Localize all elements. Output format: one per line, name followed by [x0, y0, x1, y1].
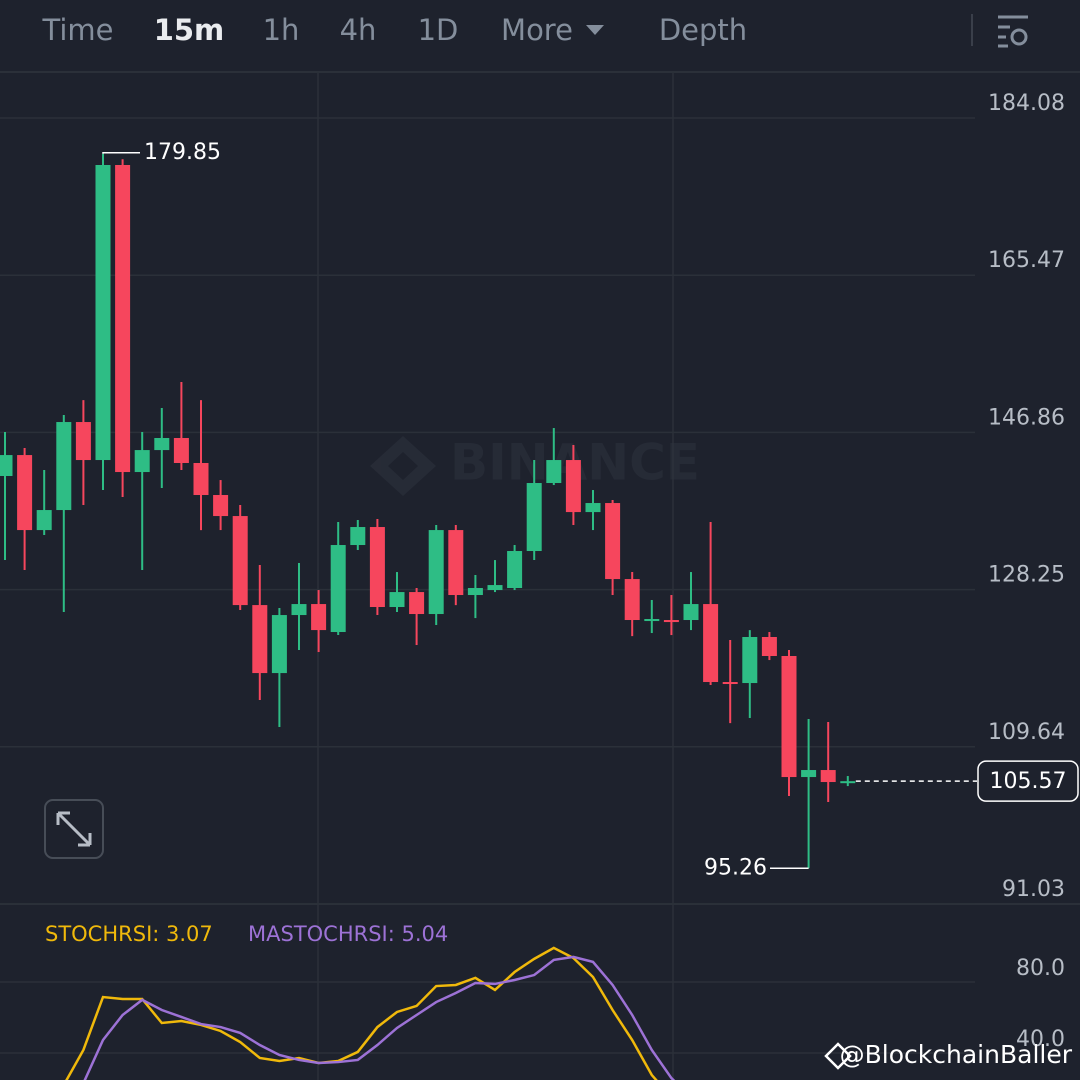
candle-body — [428, 530, 444, 615]
legend-entry: MASTOCHRSI: 5.04 — [248, 922, 448, 946]
candle-body — [761, 636, 777, 657]
candle-body — [683, 604, 699, 621]
candle-body — [350, 527, 366, 546]
indicator-panel — [0, 946, 975, 1080]
expand-button[interactable] — [44, 799, 104, 859]
candle-body — [330, 545, 346, 633]
candle-body — [663, 620, 679, 623]
candle-body — [291, 604, 307, 616]
candle-body — [193, 462, 209, 496]
candle-body — [507, 551, 523, 589]
candle-body — [722, 682, 738, 685]
candle-body — [605, 503, 621, 580]
more-caret[interactable] — [586, 25, 604, 35]
y-tick-label: 91.03 — [1002, 877, 1065, 902]
y-tick-label: 184.08 — [988, 91, 1065, 116]
max-label: 179.85 — [144, 140, 221, 165]
candle-body — [781, 656, 797, 778]
credit: @BlockchainBaller — [824, 1040, 1073, 1070]
candle-body — [56, 422, 72, 511]
candle-body — [389, 592, 405, 608]
candle-body — [840, 781, 856, 784]
candle-body — [565, 460, 581, 513]
y-tick-label: 40.0 — [1016, 1027, 1065, 1052]
candle-body — [448, 530, 464, 596]
candle-body — [703, 604, 719, 683]
candle-body — [115, 164, 131, 473]
interval-tabs: Time 15m 1h 4h 1D More Depth — [42, 13, 748, 47]
y-tick-label: 165.47 — [988, 248, 1065, 273]
y-tick-label: 80.0 — [1016, 956, 1065, 981]
y-tick-label: 128.25 — [988, 563, 1065, 588]
candle-body — [271, 615, 287, 674]
candle-body — [409, 592, 425, 615]
y-tick-label: 146.86 — [988, 405, 1065, 430]
candle-body — [369, 527, 385, 608]
credit-text: @BlockchainBaller — [840, 1040, 1073, 1069]
candle-body — [742, 636, 758, 684]
last-price-label: 105.57 — [990, 769, 1067, 794]
candle-body — [95, 164, 111, 461]
candle-body — [173, 437, 189, 463]
candle-body — [232, 516, 248, 606]
candle-body — [252, 605, 268, 674]
candle-body — [820, 770, 836, 783]
candle-body — [154, 437, 170, 451]
candle-panel — [0, 117, 975, 904]
candle-body — [585, 503, 601, 513]
max-leader — [102, 152, 140, 154]
candle-body — [487, 585, 503, 591]
tab[interactable]: Time — [42, 13, 114, 47]
candle-body — [134, 450, 150, 473]
candle-body — [624, 579, 640, 621]
candle-body — [36, 510, 52, 531]
legend-entry: STOCHRSI: 3.07 — [45, 922, 213, 946]
candle-body — [17, 455, 33, 531]
y-tick-label: 109.64 — [988, 720, 1065, 745]
candle-body — [526, 483, 542, 552]
tab[interactable]: 15m — [154, 13, 225, 47]
tab[interactable]: More — [501, 13, 573, 47]
candle-body — [644, 619, 660, 622]
candle-body — [801, 770, 817, 778]
candle-body — [75, 422, 91, 461]
candle-body — [546, 460, 562, 484]
indicator-line — [65, 946, 658, 1080]
overlay: 184.08 165.47 146.86 128.25 109.64 91.03 179.8… — [45, 91, 1079, 1052]
last-price-box — [977, 760, 1079, 802]
min-label: 95.26 — [704, 855, 767, 880]
tab[interactable]: 4h — [340, 13, 377, 47]
candle-body — [467, 588, 483, 596]
tab[interactable]: 1h — [263, 13, 300, 47]
indicator-line — [83, 955, 676, 1080]
candle-body — [0, 455, 13, 477]
candle-body — [311, 604, 327, 631]
tab[interactable]: Depth — [659, 13, 747, 47]
settings-icon[interactable] — [998, 15, 1028, 48]
tab[interactable]: 1D — [418, 13, 459, 47]
candle-body — [213, 495, 229, 517]
